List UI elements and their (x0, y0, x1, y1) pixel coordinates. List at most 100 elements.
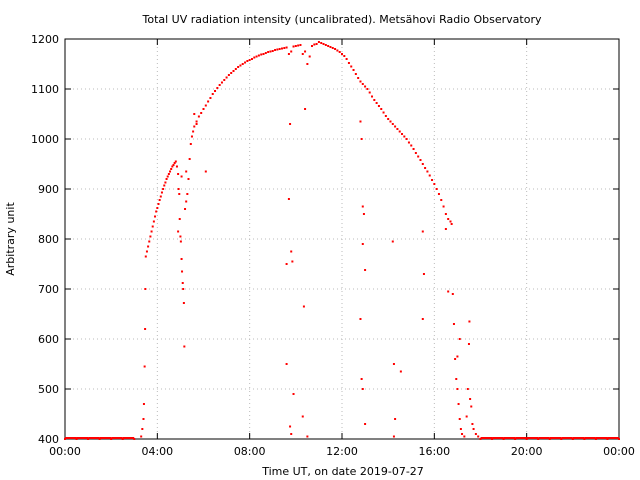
data-point (181, 282, 184, 284)
data-point (354, 73, 357, 75)
data-point (271, 50, 274, 52)
x-tick-label: 12:00 (326, 445, 358, 458)
data-point (180, 258, 183, 260)
data-point (299, 44, 302, 46)
data-point (373, 99, 376, 101)
y-tick-label: 500 (38, 383, 59, 396)
data-point (241, 63, 244, 65)
data-point (269, 50, 272, 53)
data-point (322, 43, 325, 45)
data-point (375, 102, 378, 104)
data-point (343, 55, 346, 57)
x-tick-labels: 00:00 04:00 08:00 12:00 16:00 20:00 00:00 (49, 445, 635, 458)
data-point (220, 81, 223, 84)
data-point (209, 97, 212, 99)
data-point (276, 48, 279, 51)
data-point (257, 54, 260, 57)
data-point (459, 428, 462, 430)
data-point (463, 435, 466, 438)
data-point (184, 208, 187, 210)
data-point (306, 63, 309, 65)
data-point (302, 305, 305, 308)
data-point (255, 55, 258, 58)
data-point (361, 83, 364, 85)
data-point (465, 415, 468, 418)
data-point (301, 53, 304, 55)
data-point (424, 167, 427, 169)
x-tick-label: 00:00 (49, 445, 81, 458)
data-point (148, 240, 151, 243)
data-point (287, 53, 290, 55)
data-point (179, 235, 182, 238)
data-point (329, 46, 332, 48)
data-point (193, 125, 196, 128)
data-point (185, 200, 188, 203)
data-point (262, 53, 265, 55)
data-point (368, 91, 371, 94)
data-point (315, 43, 318, 45)
data-point (239, 64, 242, 67)
data-point (169, 170, 172, 173)
data-point (267, 51, 270, 53)
data-point (306, 435, 309, 438)
data-point (359, 318, 362, 320)
data-point (200, 112, 203, 114)
data-point (214, 90, 217, 92)
data-point (204, 170, 207, 173)
data-point (417, 155, 420, 158)
data-point (457, 403, 460, 405)
data-point (380, 108, 383, 110)
data-point (470, 405, 473, 408)
data-point (398, 130, 401, 133)
data-point (157, 203, 160, 205)
data-point (156, 207, 159, 209)
data-point (225, 76, 228, 79)
data-point (350, 65, 353, 68)
data-point (177, 230, 180, 233)
data-point (458, 418, 461, 420)
data-point (341, 53, 343, 55)
grid-lines (65, 39, 619, 439)
data-point (142, 403, 145, 405)
data-point (387, 118, 390, 120)
chart-title: Total UV radiation intensity (uncalibrat… (142, 13, 542, 26)
data-point (447, 218, 450, 220)
data-point (403, 135, 406, 138)
x-tick-label: 04:00 (141, 445, 173, 458)
data-point (186, 193, 189, 195)
data-point (287, 198, 290, 200)
data-point (371, 95, 374, 98)
data-point (472, 428, 475, 430)
data-point (447, 290, 450, 293)
data-point (285, 46, 288, 49)
data-point (449, 220, 452, 223)
data-point (147, 245, 150, 248)
data-point (310, 45, 313, 47)
data-point (223, 79, 226, 81)
data-point (467, 343, 470, 345)
data-point (188, 158, 191, 160)
data-point (360, 138, 363, 140)
data-point (461, 433, 464, 435)
data-point (474, 433, 477, 435)
data-point (180, 175, 183, 178)
data-point (366, 88, 369, 90)
data-point (232, 70, 235, 72)
data-point (140, 435, 143, 438)
data-point (155, 210, 158, 213)
data-point (382, 111, 385, 114)
data-point (290, 50, 293, 53)
data-point (361, 243, 364, 245)
data-point (211, 93, 214, 95)
data-point (248, 59, 251, 61)
data-point (394, 418, 397, 420)
data-point (469, 398, 472, 400)
data-point (361, 205, 364, 208)
data-point (444, 228, 447, 230)
data-point (292, 45, 295, 48)
data-point (399, 370, 402, 373)
data-point (454, 358, 457, 360)
y-tick-label: 400 (38, 433, 59, 446)
data-point (177, 188, 180, 190)
data-point (195, 123, 198, 125)
